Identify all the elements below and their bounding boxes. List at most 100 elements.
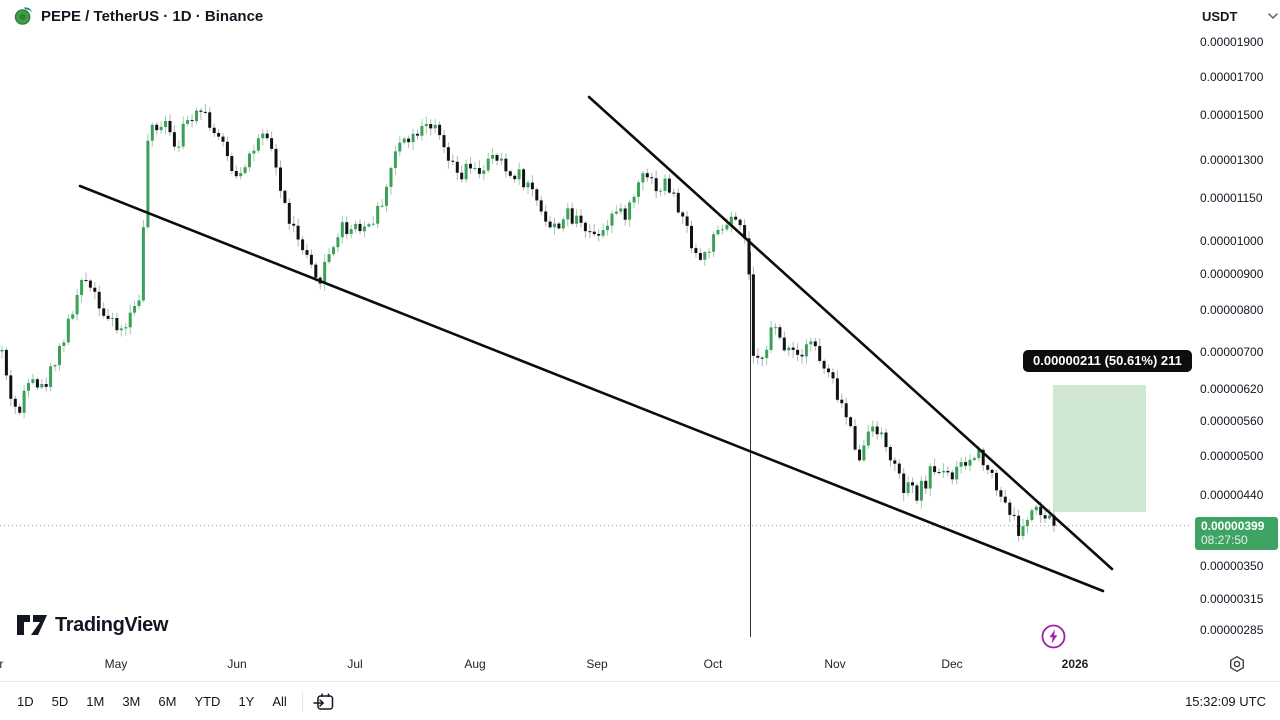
time-axis-label: Apr <box>0 657 4 671</box>
candle-body <box>707 251 711 253</box>
candle-body <box>721 229 724 231</box>
candle-body <box>482 170 486 174</box>
price-axis-label: 0.00001000 <box>1200 233 1264 248</box>
range-button-1y[interactable]: 1Y <box>238 694 255 709</box>
candle-body <box>164 121 167 127</box>
candle-body <box>119 328 123 331</box>
candle-body <box>606 225 609 231</box>
range-button-ytd[interactable]: YTD <box>194 694 221 709</box>
candle-body <box>1012 514 1016 516</box>
currency-selector[interactable]: USDT <box>1198 6 1280 27</box>
target-projection-box[interactable] <box>1053 385 1146 512</box>
time-axis-label: Nov <box>824 657 846 671</box>
candle-body <box>451 160 455 162</box>
candle-body <box>592 231 596 235</box>
candle-body <box>1025 520 1029 527</box>
candle-body <box>1039 506 1043 516</box>
candle-body <box>659 190 663 192</box>
candle-body <box>367 224 371 227</box>
candle-body <box>628 202 632 220</box>
candle-body <box>995 472 998 491</box>
time-axis-label: Dec <box>941 657 963 671</box>
candle-body <box>66 318 70 343</box>
candle-body <box>866 431 870 446</box>
candle-body <box>884 432 888 448</box>
candle-body <box>433 124 437 129</box>
candle-body <box>769 327 773 350</box>
tradingview-logo-icon <box>17 615 47 635</box>
candle-body <box>575 215 579 224</box>
candle-body <box>937 472 941 474</box>
candle-body <box>968 459 972 466</box>
candle-body <box>491 155 495 159</box>
candle-body <box>199 110 203 112</box>
candle-body <box>460 172 464 180</box>
timezone-clock[interactable]: 15:32:09 UTC <box>1185 694 1266 709</box>
candle-body <box>111 318 114 319</box>
candle-body <box>725 224 729 230</box>
candle-body <box>557 223 561 229</box>
axis-settings-gear-icon[interactable] <box>1228 655 1246 673</box>
candle-body <box>902 473 906 493</box>
range-button-6m[interactable]: 6M <box>158 694 177 709</box>
candle-body <box>972 458 976 460</box>
candle-body <box>270 138 274 149</box>
chart-plot-area[interactable] <box>0 0 1192 650</box>
range-button-all[interactable]: All <box>272 694 287 709</box>
candle-body <box>760 357 764 359</box>
tradingview-watermark[interactable]: TradingView <box>16 613 168 637</box>
candle-body <box>27 383 30 391</box>
price-axis[interactable]: 0.00000399 08:27:50 0.00001900 0.00001700… <box>1192 0 1280 650</box>
pepe-coin-icon <box>14 7 33 25</box>
candle-body <box>133 306 137 313</box>
candle-body <box>924 480 928 489</box>
time-axis[interactable]: Apr May Jun Jul Aug Sep Oct Nov Dec 2026 <box>0 650 1280 680</box>
range-button-1d[interactable]: 1D <box>17 694 34 709</box>
trendline-lower[interactable] <box>78 184 1105 593</box>
candle-body <box>35 379 39 388</box>
candle-body <box>389 168 393 187</box>
candle-body <box>508 171 512 176</box>
candle-body <box>124 327 128 329</box>
calendar-icon <box>313 693 334 710</box>
candle-body <box>676 192 680 213</box>
candle-body <box>787 347 791 351</box>
candle-body <box>504 158 508 172</box>
candle-body <box>858 449 861 461</box>
symbol-header[interactable]: PEPE / TetherUS · 1D · Binance <box>14 6 263 26</box>
range-button-1m[interactable]: 1M <box>86 694 105 709</box>
candle-body <box>407 138 411 143</box>
bottom-toolbar: 1D 5D 1M 3M 6M YTD 1Y All 15:32:09 UTC <box>0 681 1280 720</box>
candle-body <box>539 200 543 212</box>
candle-body <box>601 230 605 236</box>
range-button-5d[interactable]: 5D <box>51 694 69 709</box>
candle-body <box>279 167 282 191</box>
candle-body <box>544 211 548 222</box>
candle-body <box>800 354 804 357</box>
candle-body <box>314 264 318 278</box>
trendline-upper[interactable] <box>587 95 1114 571</box>
candle-body <box>177 146 181 148</box>
candle-body <box>897 463 901 474</box>
candle-body <box>1008 502 1012 515</box>
candle-body <box>376 206 380 224</box>
candle-body <box>1017 515 1021 536</box>
candle-body <box>208 112 212 128</box>
go-to-date-button[interactable] <box>311 690 337 714</box>
candle-body <box>698 253 702 260</box>
candle-body <box>548 221 552 228</box>
candle-body <box>756 355 760 358</box>
range-button-3m[interactable]: 3M <box>122 694 141 709</box>
candle-body <box>301 239 305 251</box>
price-axis-label: 0.00000620 <box>1200 382 1264 397</box>
candle-body <box>336 237 340 248</box>
time-axis-label: May <box>104 657 128 671</box>
candle-body <box>522 169 526 188</box>
candle-body <box>292 223 296 226</box>
candle-body <box>928 466 932 489</box>
candle-body <box>411 133 415 143</box>
lightning-bolt-icon[interactable] <box>1040 623 1067 650</box>
candle-body <box>44 384 48 387</box>
candle-body <box>813 341 817 347</box>
